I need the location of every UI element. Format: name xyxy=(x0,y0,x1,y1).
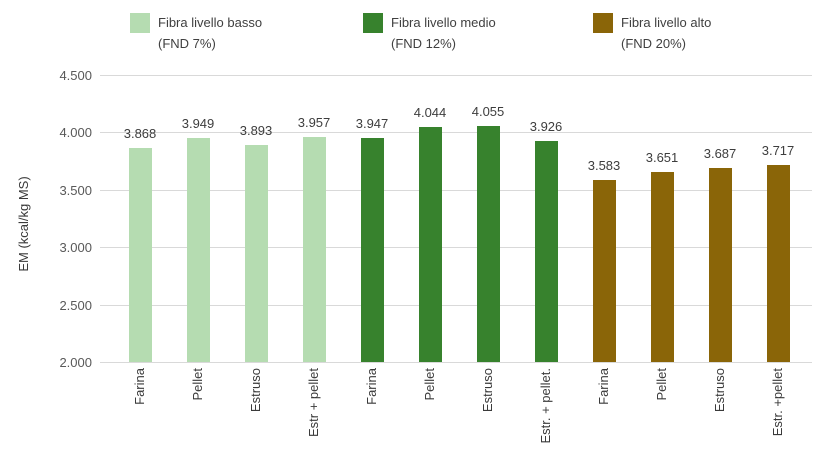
bar-value-label: 3.926 xyxy=(529,119,563,134)
x-tick-label: Farina xyxy=(132,368,147,405)
gridline xyxy=(100,75,812,76)
bar xyxy=(361,138,384,362)
bar xyxy=(303,137,326,362)
y-tick-label: 4.500 xyxy=(59,68,92,83)
bar xyxy=(419,127,442,362)
y-tick-label: 3.500 xyxy=(59,183,92,198)
bar xyxy=(535,141,558,362)
y-tick-label: 2.000 xyxy=(59,355,92,370)
bar-value-label: 3.651 xyxy=(645,150,679,165)
bar-value-label: 3.893 xyxy=(239,123,273,138)
x-tick-label: Estr. +pellet xyxy=(770,368,785,437)
legend-label-medio: Fibra livello medio (FND 12%) xyxy=(391,12,496,54)
bar-value-label: 3.949 xyxy=(181,116,215,131)
x-tick-label: Estruso xyxy=(480,368,495,413)
x-tick-label: Pellet xyxy=(190,368,205,401)
y-tick-label: 4.000 xyxy=(59,125,92,140)
x-tick-label: Pellet xyxy=(654,368,669,401)
x-tick-label: Farina xyxy=(364,368,379,405)
bar-value-label: 3.868 xyxy=(123,126,157,141)
legend-label-basso-line2: (FND 7%) xyxy=(158,36,216,51)
x-tick-label: Pellet xyxy=(422,368,437,401)
bar-value-label: 3.947 xyxy=(355,116,389,131)
bar xyxy=(651,172,674,362)
gridline xyxy=(100,190,812,191)
x-tick-label: Farina xyxy=(596,368,611,405)
bar-value-label: 4.055 xyxy=(471,104,505,119)
legend-swatch-basso xyxy=(130,13,150,33)
legend-label-alto-line1: Fibra livello alto xyxy=(621,15,712,30)
bar xyxy=(593,180,616,362)
bar xyxy=(767,165,790,362)
bar-value-label: 4.044 xyxy=(413,105,447,120)
bar xyxy=(477,126,500,362)
legend-swatch-medio xyxy=(363,13,383,33)
y-tick-label: 3.000 xyxy=(59,240,92,255)
bar xyxy=(709,168,732,362)
y-tick-label: 2.500 xyxy=(59,298,92,313)
gridline xyxy=(100,247,812,248)
bar-value-label: 3.583 xyxy=(587,158,621,173)
bar xyxy=(245,145,268,362)
legend-label-medio-line2: (FND 12%) xyxy=(391,36,457,51)
bar xyxy=(187,138,210,362)
x-tick-label: Estr + pellet xyxy=(306,368,321,438)
legend-label-alto: Fibra livello alto (FND 20%) xyxy=(621,12,711,54)
bar-value-label: 3.687 xyxy=(703,146,737,161)
legend-label-medio-line1: Fibra livello medio xyxy=(391,15,496,30)
bar-value-label: 3.717 xyxy=(761,143,795,158)
gridline xyxy=(100,362,812,363)
gridline xyxy=(100,132,812,133)
legend-label-basso-line1: Fibra livello basso xyxy=(158,15,263,30)
legend-swatch-alto xyxy=(593,13,613,33)
bar-value-label: 3.957 xyxy=(297,115,331,130)
x-tick-label: Estruso xyxy=(712,368,727,413)
x-tick-label: Estr. + pellet. xyxy=(538,368,553,444)
legend-label-alto-line2: (FND 20%) xyxy=(621,36,687,51)
gridline xyxy=(100,305,812,306)
y-axis-title: EM (kcal/kg MS) xyxy=(16,176,31,272)
bar xyxy=(129,148,152,362)
legend-label-basso: Fibra livello basso (FND 7%) xyxy=(158,12,262,54)
x-tick-label: Estruso xyxy=(248,368,263,413)
